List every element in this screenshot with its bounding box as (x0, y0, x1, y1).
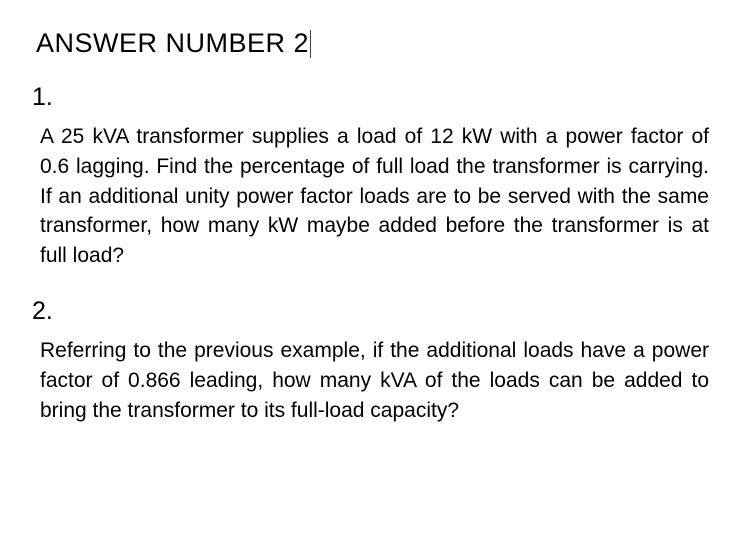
question-1-text: A 25 kVA transformer supplies a load of … (36, 122, 711, 271)
question-2-text: Referring to the previous example, if th… (36, 336, 711, 425)
question-1-number: 1. (32, 83, 711, 112)
text-cursor (310, 30, 311, 58)
question-2-number: 2. (32, 297, 711, 326)
page-heading: ANSWER NUMBER 2 (36, 28, 711, 59)
heading-text: ANSWER NUMBER 2 (36, 28, 309, 59)
